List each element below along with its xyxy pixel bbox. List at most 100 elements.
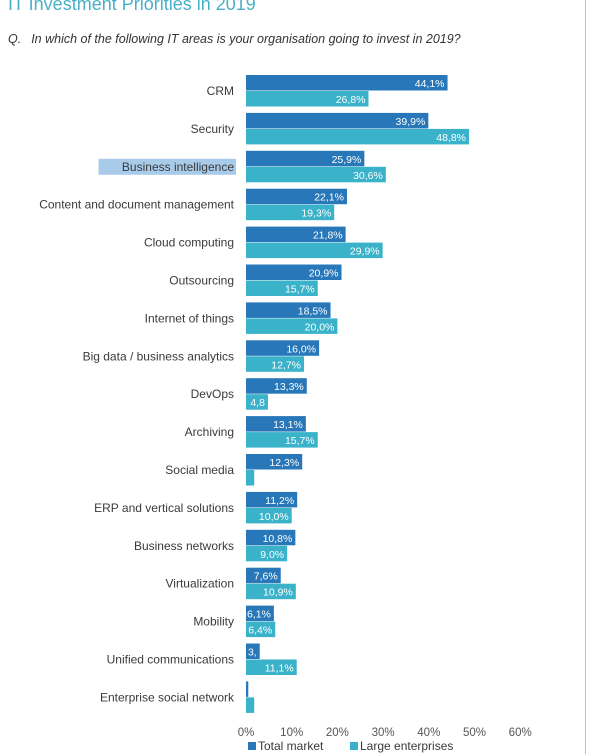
bar-large-enterprises-mobility bbox=[246, 621, 276, 638]
category-label-crm: CRM bbox=[207, 84, 234, 98]
category-label-internet-of-things: Internet of things bbox=[145, 311, 234, 325]
category-label-business-intelligence: Business intelligence bbox=[122, 160, 234, 174]
legend-swatch-large-enterprises bbox=[350, 742, 358, 750]
bar-large-enterprises-big-data-business-analytics bbox=[246, 356, 305, 372]
bar-total-market-devops bbox=[246, 378, 307, 394]
category-label-social-media: Social media bbox=[165, 463, 234, 477]
category-label-big-data-business-analytics: Big data / business analytics bbox=[83, 349, 234, 363]
data-label-large-enterprises-security: 48,8% bbox=[436, 132, 466, 144]
data-label-large-enterprises-virtualization: 10,9% bbox=[263, 587, 293, 599]
data-label-large-enterprises-business-intelligence: 30,6% bbox=[353, 170, 383, 182]
data-label-large-enterprises-internet-of-things: 20,0% bbox=[305, 321, 335, 333]
bar-total-market-enterprise-social-network bbox=[246, 681, 249, 697]
bar-large-enterprises-unified-communications bbox=[246, 659, 297, 675]
bar-total-market-big-data-business-analytics bbox=[246, 340, 320, 356]
bar-total-market-social-media bbox=[246, 454, 303, 470]
bar-large-enterprises-social-media bbox=[246, 470, 255, 486]
x-tick-label: 10% bbox=[280, 727, 303, 739]
data-label-total-market-unified-communications: 3, bbox=[248, 647, 257, 659]
category-label-cloud-computing: Cloud computing bbox=[144, 236, 234, 250]
x-tick-label: 0% bbox=[238, 727, 255, 739]
data-label-total-market-big-data-business-analytics: 16,0% bbox=[286, 343, 316, 355]
data-label-total-market-internet-of-things: 18,5% bbox=[298, 305, 328, 317]
data-label-total-market-crm: 44,1% bbox=[415, 78, 445, 90]
data-label-total-market-virtualization: 7,6% bbox=[254, 571, 278, 583]
legend-label-large-enterprises: Large enterprises bbox=[360, 739, 453, 753]
question-text: In which of the following IT areas is yo… bbox=[31, 32, 461, 46]
bar-large-enterprises-security bbox=[246, 128, 470, 145]
data-label-large-enterprises-big-data-business-analytics: 12,7% bbox=[271, 359, 301, 371]
page-edge-divider bbox=[585, 0, 586, 754]
category-label-security: Security bbox=[191, 122, 234, 136]
data-label-large-enterprises-content-and-document-management: 19,3% bbox=[301, 208, 331, 220]
data-label-total-market-devops: 13,3% bbox=[274, 381, 304, 393]
bar-total-market-crm bbox=[246, 75, 448, 91]
bar-large-enterprises-crm bbox=[246, 91, 369, 107]
data-label-total-market-business-intelligence: 25,9% bbox=[332, 154, 362, 166]
data-label-total-market-mobility: 6,1% bbox=[247, 609, 271, 621]
category-label-outsourcing: Outsourcing bbox=[169, 274, 234, 288]
x-tick-label: 60% bbox=[509, 727, 532, 739]
x-tick-label: 40% bbox=[417, 727, 440, 739]
data-label-large-enterprises-outsourcing: 15,7% bbox=[285, 284, 315, 296]
bar-large-enterprises-business-networks bbox=[246, 545, 288, 562]
bar-large-enterprises-enterprise-social-network bbox=[246, 697, 255, 713]
x-tick-label: 50% bbox=[463, 727, 486, 739]
data-label-total-market-security: 39,9% bbox=[396, 116, 426, 128]
bar-total-market-mobility bbox=[246, 605, 274, 622]
data-label-large-enterprises-unified-communications: 11,1% bbox=[265, 663, 294, 675]
data-label-large-enterprises-business-networks: 9,0% bbox=[260, 549, 284, 561]
category-label-virtualization: Virtualization bbox=[166, 577, 234, 591]
data-label-large-enterprises-archiving: 15,7% bbox=[285, 435, 315, 447]
bar-large-enterprises-virtualization bbox=[246, 583, 296, 600]
bar-large-enterprises-erp-and-vertical-solutions bbox=[246, 507, 292, 524]
bar-total-market-business-intelligence bbox=[246, 150, 365, 167]
data-label-large-enterprises-mobility: 6,4% bbox=[248, 625, 272, 637]
chart-title: IT Investment Priorities in 2019 bbox=[8, 0, 256, 14]
data-label-total-market-erp-and-vertical-solutions: 11,2% bbox=[265, 495, 294, 507]
survey-question: Q. In which of the following IT areas is … bbox=[8, 32, 461, 46]
data-label-total-market-archiving: 13,1% bbox=[273, 419, 303, 431]
bar-total-market-business-networks bbox=[246, 529, 296, 546]
bar-total-market-archiving bbox=[246, 416, 306, 432]
x-tick-label: 20% bbox=[326, 727, 349, 739]
category-label-devops: DevOps bbox=[191, 387, 234, 401]
bar-large-enterprises-internet-of-things bbox=[246, 318, 338, 334]
category-label-mobility: Mobility bbox=[193, 615, 234, 629]
question-prefix: Q. bbox=[8, 32, 22, 46]
category-label-unified-communications: Unified communications bbox=[107, 653, 234, 667]
data-label-total-market-outsourcing: 20,9% bbox=[309, 268, 339, 280]
bar-large-enterprises-cloud-computing bbox=[246, 242, 383, 259]
category-label-business-networks: Business networks bbox=[134, 539, 234, 553]
data-label-large-enterprises-crm: 26,8% bbox=[336, 94, 366, 106]
category-highlight bbox=[98, 158, 236, 175]
bar-large-enterprises-devops bbox=[246, 394, 268, 410]
data-label-total-market-social-media: 12,3% bbox=[269, 457, 299, 469]
data-label-large-enterprises-erp-and-vertical-solutions: 10,0% bbox=[259, 511, 289, 523]
data-label-total-market-business-networks: 10,8% bbox=[263, 533, 293, 545]
category-label-enterprise-social-network: Enterprise social network bbox=[100, 690, 235, 704]
data-label-large-enterprises-cloud-computing: 29,9% bbox=[350, 246, 380, 258]
bar-total-market-security bbox=[246, 112, 429, 129]
data-label-total-market-cloud-computing: 21,8% bbox=[313, 230, 343, 242]
x-tick-label: 30% bbox=[372, 727, 395, 739]
category-label-content-and-document-management: Content and document management bbox=[39, 198, 234, 212]
data-label-large-enterprises-devops: 4,8 bbox=[250, 397, 265, 409]
bar-total-market-internet-of-things bbox=[246, 302, 331, 318]
bar-total-market-outsourcing bbox=[246, 264, 342, 280]
data-label-total-market-content-and-document-management: 22,1% bbox=[314, 192, 344, 204]
bar-total-market-content-and-document-management bbox=[246, 188, 347, 205]
bar-total-market-virtualization bbox=[246, 567, 281, 584]
category-label-archiving: Archiving bbox=[185, 425, 234, 439]
category-label-erp-and-vertical-solutions: ERP and vertical solutions bbox=[94, 501, 234, 515]
bar-large-enterprises-content-and-document-management bbox=[246, 204, 335, 221]
bar-total-market-unified-communications bbox=[246, 643, 260, 659]
bar-large-enterprises-archiving bbox=[246, 432, 318, 448]
bar-total-market-erp-and-vertical-solutions bbox=[246, 491, 298, 508]
bar-large-enterprises-business-intelligence bbox=[246, 166, 386, 183]
legend-swatch-total-market bbox=[248, 742, 256, 750]
bar-total-market-cloud-computing bbox=[246, 226, 346, 243]
bar-large-enterprises-outsourcing bbox=[246, 280, 318, 296]
legend-label-total-market: Total market bbox=[258, 739, 324, 753]
